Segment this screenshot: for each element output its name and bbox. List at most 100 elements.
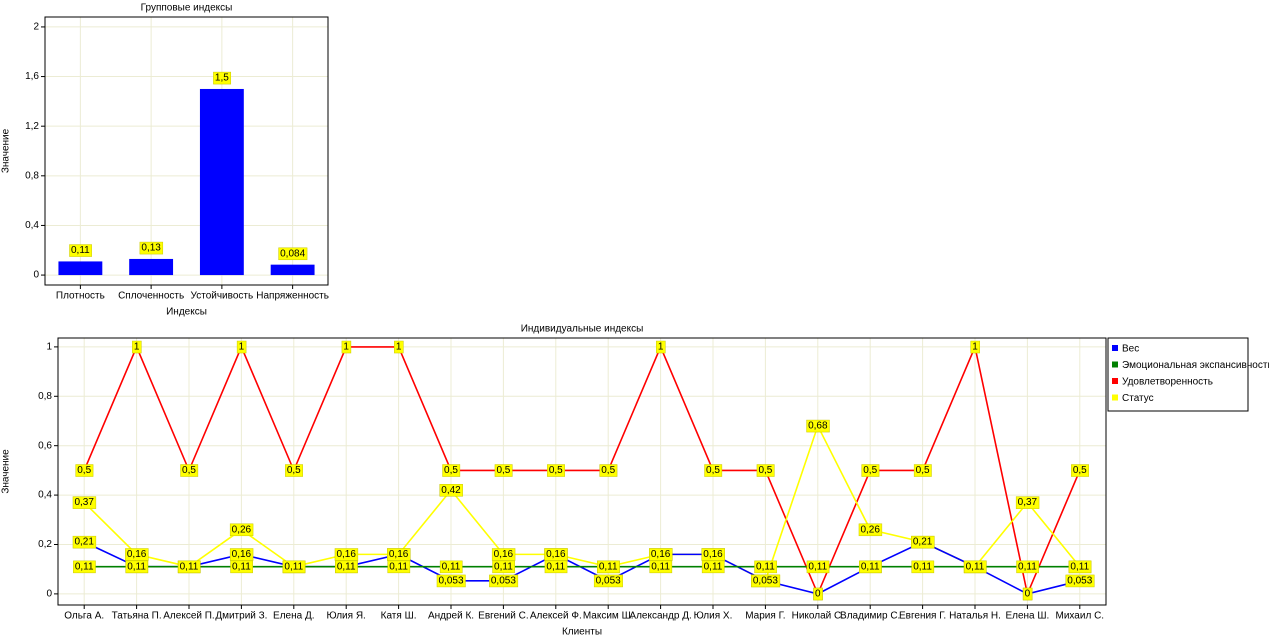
- data-label-bg: [139, 241, 164, 255]
- data-label: 0,5: [1071, 464, 1089, 477]
- data-label-text: 0,5: [916, 465, 930, 476]
- x-tick-label: Сплоченность: [118, 291, 184, 302]
- data-label-bg: [229, 523, 254, 537]
- data-label-bg: [229, 548, 254, 561]
- x-tick-label: Татьяна П.: [112, 611, 162, 622]
- data-label: 0,5: [494, 464, 513, 477]
- data-label: 0,68: [806, 419, 830, 433]
- data-label-text: 0,11: [1018, 561, 1037, 572]
- data-label-text: 0,11: [861, 561, 880, 572]
- data-label-text: 0,11: [599, 561, 618, 572]
- data-label-bg: [597, 560, 620, 574]
- x-tick-label: Николай С.: [792, 611, 844, 622]
- x-axis-label: Индексы: [166, 307, 207, 318]
- data-label: 1: [236, 340, 247, 354]
- data-label: 0,053: [489, 574, 519, 588]
- data-label-text: 0,11: [337, 561, 356, 572]
- data-label-bg: [387, 548, 411, 561]
- data-label: 1,5: [213, 71, 232, 85]
- data-label-text: 0,11: [127, 561, 146, 572]
- legend-label: Статус: [1122, 393, 1154, 404]
- data-label: 0,11: [177, 560, 201, 574]
- data-label: 1: [341, 340, 352, 354]
- y-tick-label: 0,8: [38, 391, 52, 402]
- data-label-bg: [754, 560, 777, 574]
- data-label: 0,11: [439, 560, 463, 574]
- bar: [58, 261, 103, 276]
- legend-swatch: [1112, 345, 1118, 351]
- data-label-bg: [439, 560, 463, 574]
- data-label-bg: [806, 419, 830, 433]
- data-label: 0,5: [913, 464, 932, 477]
- x-tick-label: Дмитрий З.: [215, 611, 267, 622]
- data-label-text: 1: [134, 342, 140, 353]
- data-label: 1: [970, 340, 980, 354]
- data-label: 0,11: [754, 560, 777, 574]
- data-label-bg: [177, 560, 201, 574]
- bar: [129, 258, 174, 276]
- x-tick-label: Андрей К.: [428, 611, 474, 622]
- y-tick-label: 0,4: [38, 490, 52, 501]
- data-label: 0,053: [751, 574, 781, 588]
- data-label: 0,11: [73, 560, 96, 574]
- data-label-text: 0,16: [232, 549, 252, 560]
- data-label: 0,11: [1068, 560, 1092, 574]
- data-label: 0,11: [701, 560, 725, 574]
- data-label-text: 0,16: [703, 549, 723, 560]
- data-label-bg: [751, 574, 781, 588]
- x-tick-label: Наталья Н.: [949, 611, 1001, 622]
- data-label-text: 0,5: [496, 465, 510, 476]
- data-label: 0,5: [75, 464, 94, 477]
- x-tick-label: Мария Г.: [745, 611, 785, 622]
- data-label-bg: [593, 574, 623, 588]
- data-label-bg: [213, 71, 232, 85]
- data-label-text: 0,11: [494, 561, 513, 572]
- data-label-text: 0,11: [71, 245, 90, 256]
- data-label-bg: [236, 340, 247, 354]
- data-label-bg: [69, 244, 92, 257]
- data-label: 0,11: [125, 560, 149, 574]
- data-label-text: 0,084: [280, 248, 305, 259]
- data-label: 0,5: [442, 464, 461, 477]
- data-label-bg: [285, 464, 303, 477]
- data-label-bg: [704, 464, 723, 477]
- data-label-text: 0,053: [438, 575, 463, 586]
- data-label-bg: [492, 560, 515, 574]
- data-label-bg: [230, 560, 253, 574]
- x-tick-label: Александр Д.: [629, 611, 691, 622]
- data-label-text: 0,16: [336, 549, 356, 560]
- plot-area: [58, 338, 1106, 605]
- x-tick-label: Юлия Я.: [327, 611, 366, 622]
- data-label-bg: [282, 560, 306, 574]
- data-label-text: 0,5: [182, 465, 196, 476]
- data-label: 0,5: [180, 464, 199, 477]
- y-axis-label: Значение: [1, 128, 12, 173]
- data-label-text: 0,11: [1070, 561, 1089, 572]
- data-label-bg: [278, 247, 308, 261]
- data-label-text: 0,26: [232, 524, 252, 535]
- data-label-bg: [858, 523, 883, 537]
- data-label-bg: [861, 464, 880, 477]
- data-label: 0,16: [649, 548, 673, 561]
- data-label-bg: [911, 560, 935, 574]
- data-label-text: 0: [1025, 589, 1031, 600]
- data-label-bg: [656, 340, 666, 354]
- data-label-bg: [491, 548, 516, 561]
- data-label-text: 0,5: [758, 465, 772, 476]
- data-label-bg: [73, 560, 96, 574]
- data-label-text: 0,11: [913, 561, 932, 572]
- data-label-text: 0,053: [491, 575, 516, 586]
- data-label-bg: [334, 548, 359, 561]
- data-label-text: 0,16: [127, 549, 147, 560]
- data-label: 0,21: [72, 535, 97, 549]
- data-label: 0,11: [230, 560, 253, 574]
- x-tick-label: Ольга А.: [64, 611, 104, 622]
- data-label-bg: [132, 340, 142, 354]
- legend-label: Вес: [1122, 344, 1139, 355]
- data-label: 0,42: [439, 484, 463, 497]
- data-label-bg: [436, 574, 466, 588]
- data-label: 0,16: [387, 548, 411, 561]
- data-label-text: 0,26: [860, 524, 880, 535]
- x-tick-label: Алексей П.: [163, 611, 214, 622]
